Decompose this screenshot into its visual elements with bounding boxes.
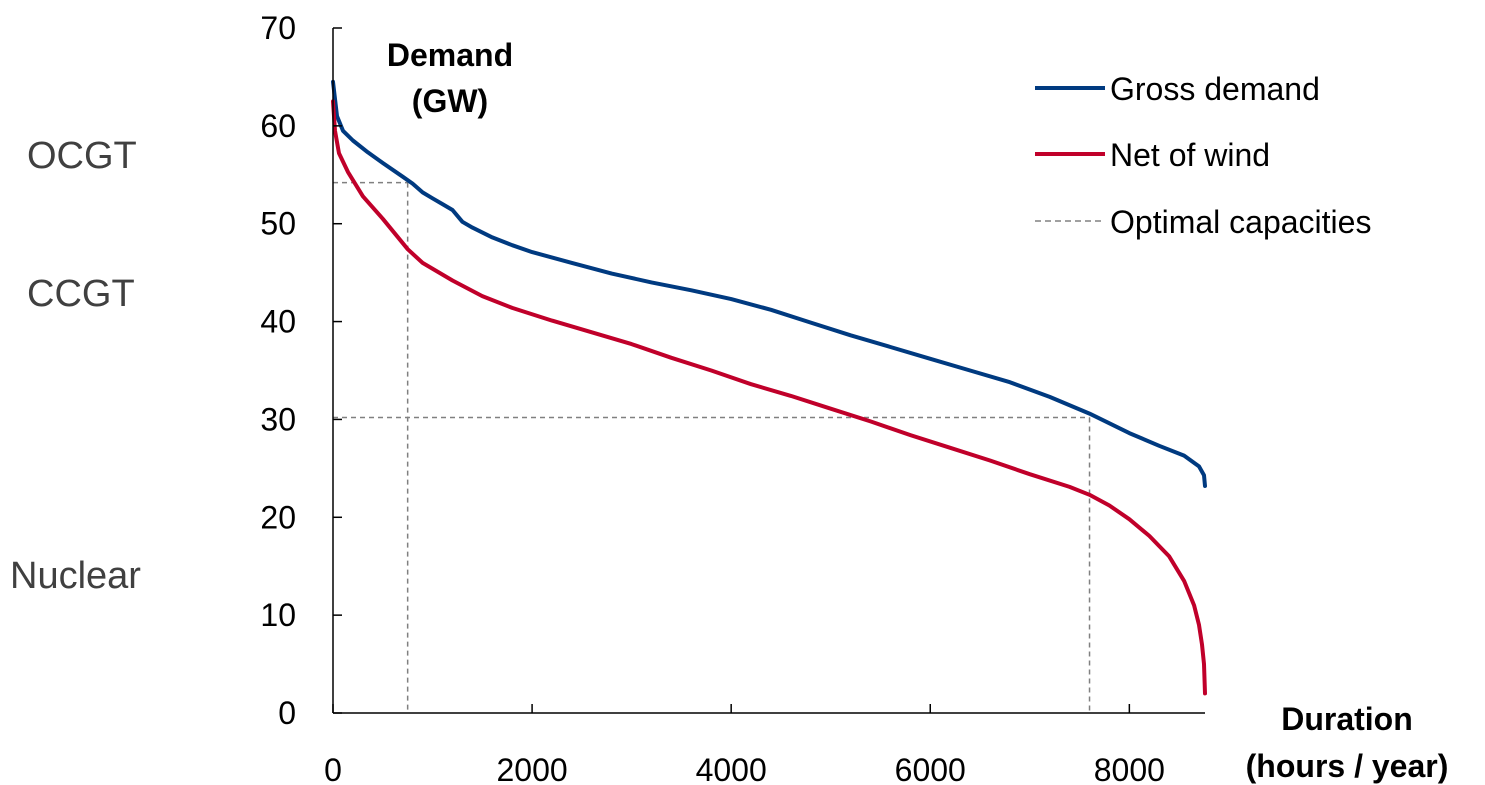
- series-line-gross-demand: [331, 79, 1207, 488]
- region-label-nuclear: Nuclear: [10, 555, 141, 597]
- y-tick-label-40: 40: [260, 304, 296, 340]
- y-tick-label-50: 50: [260, 206, 296, 242]
- y-ticks: 0 10 20 30 40 50 60 70: [260, 10, 342, 731]
- y-tick-label-60: 60: [260, 108, 296, 144]
- series-line-net-of-wind: [331, 99, 1207, 696]
- region-label-ccgt: CCGT: [27, 273, 135, 315]
- optimal-capacity-guides: [333, 181, 1091, 713]
- legend: Gross demand Net of wind Optimal capacit…: [1035, 71, 1371, 240]
- x-tick-label-2000: 2000: [496, 752, 567, 785]
- x-tick-label-4000: 4000: [696, 752, 767, 785]
- y-tick-label-0: 0: [278, 695, 296, 731]
- axes: [332, 28, 1205, 714]
- y-tick-label-70: 70: [260, 10, 296, 46]
- legend-label-optimal-capacities: Optimal capacities: [1110, 204, 1371, 240]
- x-tick-label-0: 0: [324, 752, 342, 785]
- region-label-ocgt: OCGT: [27, 135, 137, 177]
- y-tick-label-20: 20: [260, 499, 296, 535]
- x-tick-label-8000: 8000: [1094, 752, 1165, 785]
- y-tick-label-10: 10: [260, 597, 296, 633]
- legend-label-gross-demand: Gross demand: [1110, 71, 1320, 107]
- x-axis-title-line1: Duration: [1281, 701, 1413, 737]
- legend-label-net-of-wind: Net of wind: [1110, 137, 1270, 173]
- y-axis-title-line1: Demand: [387, 37, 513, 73]
- y-tick-label-30: 30: [260, 401, 296, 437]
- series-lines: [331, 79, 1207, 696]
- x-ticks: 0 2000 4000 6000 8000: [324, 704, 1165, 785]
- x-axis-title-line2: (hours / year): [1246, 748, 1449, 784]
- x-tick-label-6000: 6000: [895, 752, 966, 785]
- y-axis-title-line2: (GW): [412, 83, 488, 119]
